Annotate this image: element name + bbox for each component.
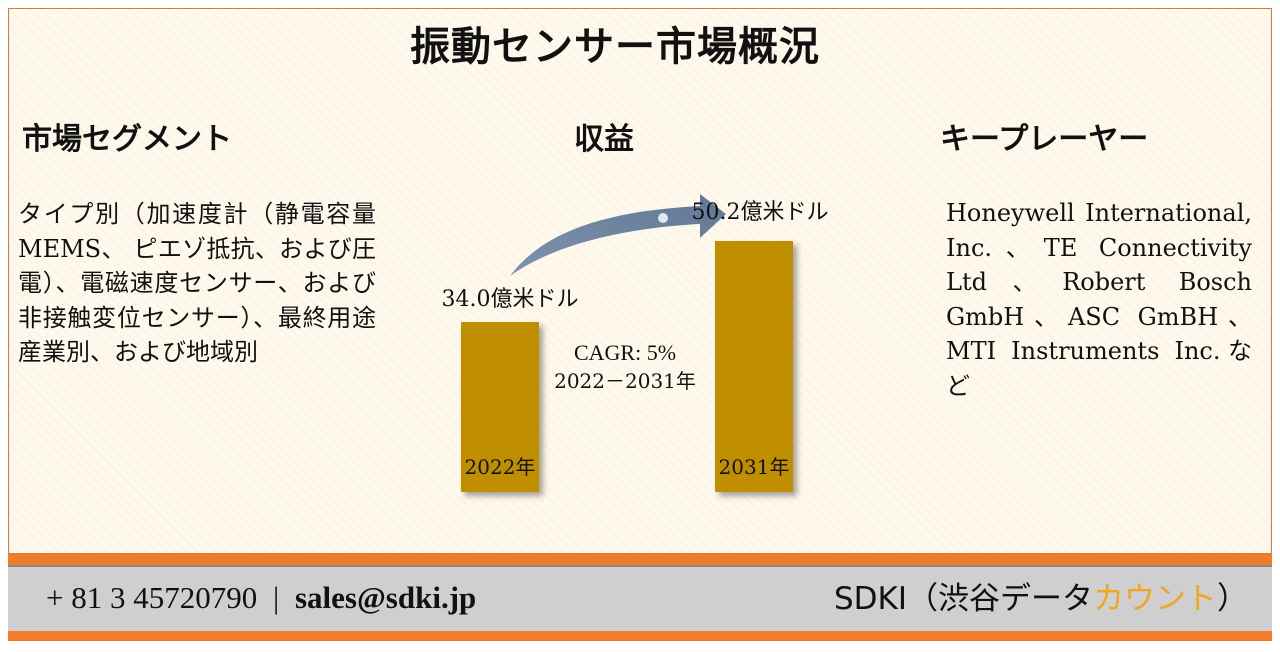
brand-prefix: SDKI（渋谷データ <box>833 581 1093 617</box>
segments-text: タイプ別（加速度計（静電容量MEMS、 ピエゾ抵抗、および圧電）、電磁速度センサ… <box>18 200 376 366</box>
segments-heading: 市場セグメント <box>22 122 232 157</box>
cagr-label: CAGR: 5% <box>574 340 676 365</box>
phone-number[interactable]: + 81 3 45720790 <box>46 580 258 615</box>
category-label: 2031年 <box>719 455 790 479</box>
bar-2031年 <box>715 241 793 492</box>
key-players-heading: キープレーヤー <box>940 122 1149 157</box>
overview-panel <box>8 8 1272 554</box>
footer-bottom-stripe <box>8 631 1272 641</box>
email-link[interactable]: sales@sdki.jp <box>294 580 477 615</box>
brand-suffix: ） <box>1217 581 1248 617</box>
key-players-text: Honeywell International, Inc.、TE Connect… <box>946 199 1252 400</box>
arrow-highlight-dot <box>658 213 668 223</box>
revenue-chart: 2022年 34.0億米ドル 2031年 50.2億米ドル CAGR: 5% 2022… <box>442 194 829 492</box>
contact-info: + 81 3 45720790 | sales@sdki.jp <box>46 580 476 616</box>
bar-2022年 <box>461 322 539 492</box>
cagr-period-label: 2022－2031年 <box>554 369 696 393</box>
value-label: 34.0億米ドル <box>442 287 579 312</box>
growth-arrow-icon <box>510 194 726 276</box>
value-label: 50.2億米ドル <box>692 200 829 225</box>
page-title: 振動センサー市場概況 <box>410 23 820 70</box>
footer-bar <box>8 565 1272 631</box>
brand-accent: カウント <box>1093 581 1217 617</box>
contact-separator: | <box>272 580 280 615</box>
category-label: 2022年 <box>465 455 536 479</box>
brand-name: SDKI（渋谷データカウント） <box>834 573 1248 618</box>
footer-top-stripe <box>8 554 1272 565</box>
revenue-heading: 収益 <box>574 122 634 157</box>
